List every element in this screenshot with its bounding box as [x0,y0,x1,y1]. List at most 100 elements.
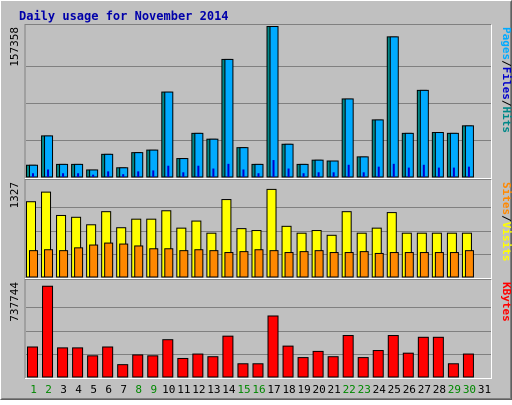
bar-visits-sites-s1-16 [254,249,264,278]
bar-visits-sites-s1-13 [209,250,219,278]
bar-kbytes-27 [417,336,429,378]
legend-part-visits-sites-1: / [500,215,512,222]
bar-hits-files-pages-s2-29 [452,167,455,177]
x-tick-label-8: 8 [135,383,142,396]
chart-title: Daily usage for November 2014 [19,9,229,23]
bar-hits-files-pages-s1-25 [389,36,399,178]
bar-kbytes-10 [162,339,174,378]
x-tick-label-17: 17 [267,383,280,396]
bar-visits-sites-s1-17 [269,250,279,278]
bar-hits-files-pages-s1-27 [419,89,429,178]
bar-hits-files-pages-s2-17 [272,160,275,177]
bar-visits-sites-s1-14 [224,252,234,278]
bar-hits-files-pages-s2-21 [332,172,335,177]
x-tick-label-6: 6 [105,383,112,396]
bar-visits-sites-s1-22 [344,252,354,278]
legend-part-kbytes-0: KBytes [500,282,512,322]
x-tick-label-11: 11 [177,383,190,396]
bar-hits-files-pages-s2-30 [467,166,470,177]
bar-visits-sites-s1-4 [74,247,84,278]
x-tick-label-2: 2 [45,383,52,396]
bar-hits-files-pages-s2-4 [77,173,80,177]
legend-hits-files-pages: Pages/Files/Hits [500,27,512,133]
x-tick-label-12: 12 [192,383,205,396]
bar-kbytes-8 [132,354,144,378]
x-tick-label-27: 27 [418,383,431,396]
bar-hits-files-pages-s2-27 [422,164,425,177]
bar-hits-files-pages-s2-15 [242,169,245,177]
bar-visits-sites-s1-19 [299,251,309,278]
bar-visits-sites-s1-1 [29,250,38,278]
bar-kbytes-19 [297,357,309,378]
legend-part-hits-files-pages-2: Files [500,67,512,100]
legend-part-visits-sites-2: Visits [500,222,512,262]
bar-kbytes-30 [462,353,474,378]
max-label-kbytes: 737744 [8,282,21,322]
bar-hits-files-pages-s2-10 [167,165,170,177]
bar-visits-sites-s1-20 [314,250,324,278]
legend-part-visits-sites-0: Sites [500,182,512,215]
bar-kbytes-5 [87,355,99,378]
bar-hits-files-pages-s2-7 [122,174,125,177]
bar-visits-sites-s1-12 [194,249,204,278]
legend-kbytes: KBytes [500,282,512,322]
max-label-hits-files-pages: 157358 [8,27,21,67]
x-tick-label-7: 7 [120,383,127,396]
bar-kbytes-12 [192,353,204,378]
bar-visits-sites-s1-23 [359,251,369,278]
x-tick-label-31: 31 [478,383,491,396]
bar-kbytes-16 [252,363,264,378]
bar-hits-files-pages-s2-25 [392,163,395,177]
bar-kbytes-3 [57,347,69,378]
bar-hits-files-pages-s2-2 [47,169,50,177]
bar-hits-files-pages-s2-14 [227,163,230,177]
bar-visits-sites-s1-18 [284,252,294,278]
x-tick-label-3: 3 [60,383,67,396]
x-tick-label-10: 10 [162,383,175,396]
bar-kbytes-14 [222,335,234,378]
bar-hits-files-pages-s2-3 [62,173,65,177]
x-tick-label-28: 28 [433,383,446,396]
bar-kbytes-24 [372,350,384,378]
x-tick-label-23: 23 [358,383,371,396]
bar-hits-files-pages-s2-26 [407,167,410,177]
legend-part-hits-files-pages-3: / [500,100,512,107]
bar-hits-files-pages-s2-6 [107,171,110,177]
legend-visits-sites: Sites/Visits [500,182,512,262]
bar-visits-sites-s1-11 [179,250,189,278]
x-tick-label-30: 30 [463,383,476,396]
bar-hits-files-pages-s2-24 [377,166,380,177]
bar-hits-files-pages-s2-20 [317,172,320,177]
bar-hits-files-pages-s2-13 [212,168,215,177]
bar-kbytes-13 [207,356,219,378]
bar-hits-files-pages-s2-1 [32,173,34,177]
bar-visits-sites-s1-15 [239,251,249,278]
x-tick-label-14: 14 [222,383,236,396]
panel-visits-sites: 1327 Sites/Visits [8,179,512,279]
bar-hits-files-pages-s2-19 [302,173,305,177]
x-tick-label-1: 1 [30,383,37,396]
x-tick-label-15: 15 [237,383,250,396]
bar-visits-sites-s1-5 [89,244,99,278]
bar-hits-files-pages-s2-12 [197,165,200,177]
bar-kbytes-7 [117,364,129,378]
bar-kbytes-1 [27,346,38,378]
bar-hits-files-pages-s2-5 [92,174,95,177]
x-tick-label-19: 19 [297,383,310,396]
bar-kbytes-17 [267,315,279,378]
bar-visits-sites-s1-7 [119,243,129,278]
bar-kbytes-15 [237,363,249,378]
max-label-visits-sites: 1327 [8,182,21,209]
x-tick-label-24: 24 [373,383,387,396]
bar-hits-files-pages-s2-22 [347,164,350,177]
bar-hits-files-pages-s2-23 [362,172,365,177]
legend-part-hits-files-pages-4: Hits [500,107,512,134]
bar-hits-files-pages-s1-17 [269,26,279,178]
x-tick-label-18: 18 [282,383,295,396]
bar-visits-sites-s1-8 [134,245,144,278]
x-tick-label-22: 22 [343,383,356,396]
bar-visits-sites-s1-28 [434,252,444,278]
bar-visits-sites-s1-26 [404,252,414,278]
